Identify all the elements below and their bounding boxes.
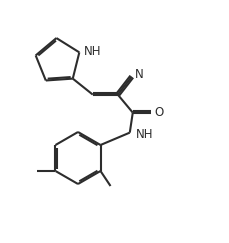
Text: NH: NH xyxy=(135,128,153,141)
Text: N: N xyxy=(134,68,143,81)
Text: NH: NH xyxy=(84,45,101,58)
Text: O: O xyxy=(154,106,163,119)
